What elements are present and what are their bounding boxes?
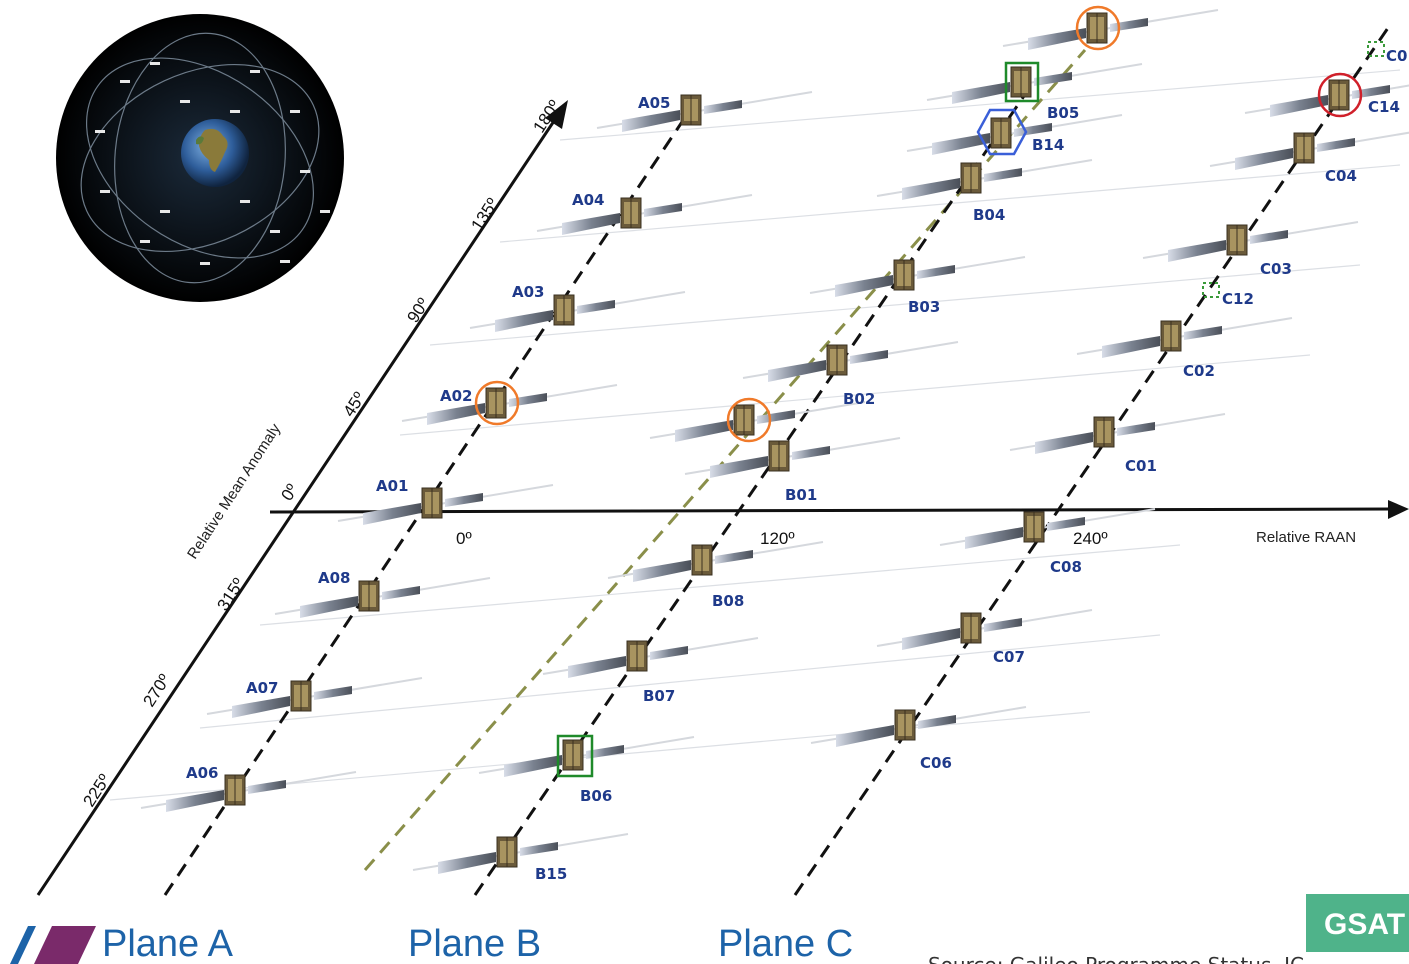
satellite-icon (596, 91, 813, 133)
blue-hexagon-marker (976, 108, 1028, 156)
green-square-marker (556, 734, 594, 778)
red-circle-marker (1317, 72, 1363, 118)
raan-axis-title: Relative RAAN (1256, 529, 1356, 546)
satellite-icon (206, 677, 423, 719)
plane-c-label: Plane C (718, 923, 853, 964)
globe-image (56, 14, 344, 302)
satellite-icon (1209, 129, 1409, 171)
sat-label-a07: A07 (246, 679, 278, 697)
satellite-icon (649, 401, 866, 443)
sat-label-a01: A01 (376, 477, 408, 495)
sat-label-c14: C14 (1368, 98, 1400, 116)
sat-label-a03: A03 (512, 283, 544, 301)
satellite-icon (939, 508, 1156, 550)
raan-tick-120: 120º (760, 529, 795, 548)
satellite-icon (876, 609, 1093, 651)
gsa-logo-text: GSAT (1324, 908, 1405, 941)
sat-label-b08: B08 (712, 592, 744, 610)
sat-label-a02: A02 (440, 387, 472, 405)
satellite-icon (274, 577, 491, 619)
raan-tick-0: 0º (456, 529, 472, 548)
satellite-labels: A01 A02 A03 A04 A05 A08 A07 A06 B01 B02 … (186, 47, 1407, 883)
sat-label-c01: C01 (1125, 457, 1157, 475)
sat-label-a04: A04 (572, 191, 604, 209)
satellite-icon (140, 771, 357, 813)
satellite-icon (1009, 413, 1226, 455)
logo-stripe-purple (34, 926, 96, 964)
sat-label-c02: C02 (1183, 362, 1215, 380)
anomaly-axis-title: Relative Mean Anomaly (184, 420, 284, 562)
sat-label-a08: A08 (318, 569, 350, 587)
sat-label-b15: B15 (535, 865, 567, 883)
plane-b-label: Plane B (408, 923, 541, 964)
satellite-icon (412, 833, 629, 875)
satellite-icon (684, 437, 901, 479)
sat-label-c07: C07 (993, 648, 1025, 666)
orange-circle-marker (726, 397, 772, 443)
sat-label-b02: B02 (843, 390, 875, 408)
source-note: Source: Galileo Programme Status, IC (928, 953, 1304, 964)
anomaly-tick-270: 270º (139, 671, 174, 710)
raan-tick-240: 240º (1073, 529, 1108, 548)
satellite-icon (906, 114, 1123, 156)
sat-label-c04: C04 (1325, 167, 1357, 185)
sat-label-b06: B06 (580, 787, 612, 805)
satellite-icon (542, 637, 759, 679)
satellite-icon (607, 541, 824, 583)
satellite-icon (337, 484, 554, 526)
orange-circle-marker (474, 380, 520, 426)
sat-label-b01: B01 (785, 486, 817, 504)
pending-slots (1202, 41, 1385, 298)
anomaly-axis (36, 100, 568, 896)
raan-tick-labels: 0º 120º 240º Relative RAAN (456, 529, 1356, 548)
sat-label-c08: C08 (1050, 558, 1082, 576)
sat-label-c06: C06 (920, 754, 952, 772)
sat-label-b05: B05 (1047, 104, 1079, 122)
sat-label-b03: B03 (908, 298, 940, 316)
sat-label-c12: C12 (1222, 290, 1254, 308)
sat-label-a05: A05 (638, 94, 670, 112)
anomaly-tick-135: 135º (467, 195, 502, 234)
pending-slot-c0x (1367, 41, 1385, 57)
gsa-logo-box (1306, 894, 1409, 952)
sat-label-a06: A06 (186, 764, 218, 782)
anomaly-tick-0: 0º (277, 481, 301, 504)
orange-circle-marker (1075, 5, 1121, 51)
satellite-icon (809, 256, 1026, 298)
anomaly-tick-315: 315º (213, 575, 248, 614)
anomaly-tick-45: 45º (339, 389, 369, 420)
pending-slot-c12 (1202, 282, 1220, 298)
sat-label-c0x: C0 (1386, 47, 1407, 65)
satellite-icon (926, 63, 1143, 105)
satellite-icon (536, 194, 753, 236)
sat-label-b04: B04 (973, 206, 1005, 224)
sat-label-b07: B07 (643, 687, 675, 705)
green-square-marker (1004, 61, 1040, 103)
plane-c-line (793, 24, 1392, 896)
raan-axis (269, 500, 1409, 519)
sat-label-c03: C03 (1260, 260, 1292, 278)
satellite-icon (742, 341, 959, 383)
footer: Plane A Plane B Plane C Source: Galileo … (10, 894, 1409, 964)
highlight-markers (474, 5, 1363, 778)
satellite-icon (478, 736, 695, 778)
logo-stripe-blue (10, 926, 36, 964)
sat-label-b14: B14 (1032, 136, 1064, 154)
plane-a-label: Plane A (102, 923, 234, 964)
anomaly-tick-90: 90º (403, 295, 433, 326)
